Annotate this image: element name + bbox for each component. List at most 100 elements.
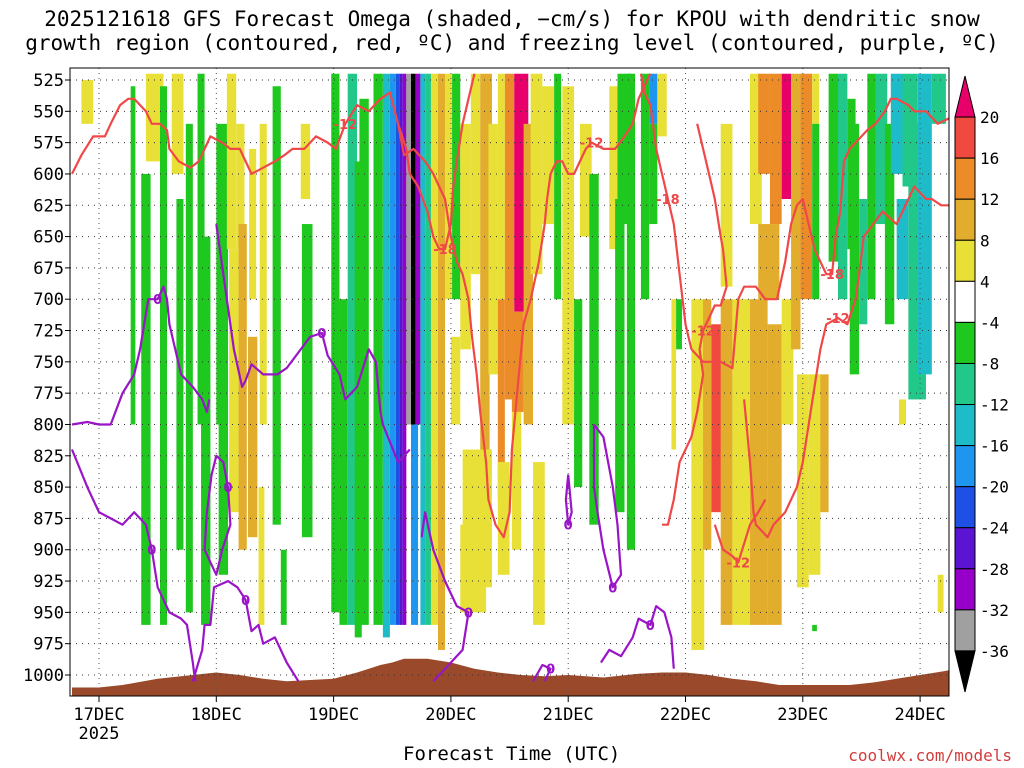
omega-cell <box>395 73 400 625</box>
colorbar-segment <box>954 198 976 241</box>
dgz-isotherm-contour-label: -18 <box>433 243 457 258</box>
omega-cell <box>781 73 792 199</box>
omega-cell <box>554 73 562 300</box>
dgz-isotherm-contour-label: -18 <box>656 193 680 208</box>
omega-cell <box>720 123 733 287</box>
credit-text: coolwx.com/models <box>848 746 1012 765</box>
colorbar-segment <box>954 239 976 282</box>
freezing-level-contour-label: 0 <box>464 606 473 621</box>
colorbar-label: 20 <box>980 108 999 127</box>
omega-cell <box>347 73 358 625</box>
omega-cell <box>812 73 820 124</box>
y-tick-label: 725 <box>33 322 64 342</box>
omega-cell <box>159 86 168 625</box>
freezing-level-contour-label: 0 <box>317 327 326 342</box>
omega-cell <box>574 299 583 488</box>
freezing-level-contour-label: 0 <box>241 594 250 609</box>
freezing-level-contour-label: 0 <box>147 544 156 559</box>
colorbar: 20 16 12 8 4 -4 -8 -12 -16 -20 -24 -28 -32 -36 <box>954 75 1009 693</box>
omega-cell <box>216 123 229 425</box>
omega-cell <box>609 86 618 250</box>
freezing-level-contour <box>71 285 211 426</box>
omega-cell <box>130 86 136 425</box>
colorbar-segment <box>954 362 976 406</box>
colorbar-segment <box>954 157 976 200</box>
omega-cell <box>800 73 813 300</box>
omega-cell <box>460 524 487 613</box>
freezing-level-contour <box>70 449 197 682</box>
colorbar-segment <box>954 75 976 118</box>
omega-cell <box>373 73 383 625</box>
dgz-isotherm-contour <box>546 73 652 200</box>
x-tick-label: 23DEC <box>777 705 828 725</box>
omega-cell <box>896 199 909 300</box>
omega-cell <box>280 549 287 625</box>
omega-cell <box>247 336 258 538</box>
omega-cell <box>859 199 868 325</box>
chart-title-line-2: growth region (contoured, red, ºC) and f… <box>25 31 999 55</box>
terrain-layer <box>72 658 949 696</box>
y-tick-label: 875 <box>33 509 64 529</box>
freezing-level-contour-label: 0 <box>546 663 555 678</box>
omega-cell <box>497 299 505 500</box>
omega-cell <box>272 86 281 525</box>
omega-cell <box>218 399 229 575</box>
omega-cell <box>141 173 151 625</box>
dgz-isotherm-contour <box>662 123 728 526</box>
x-tick-label: 22DEC <box>660 705 711 725</box>
omega-cell <box>339 299 348 625</box>
colorbar-label: 4 <box>980 272 990 291</box>
omega-cell <box>758 73 770 174</box>
dgz-isotherm-contour-label: -12 <box>826 312 850 327</box>
omega-cell <box>579 123 592 237</box>
colorbar-label: -36 <box>980 642 1009 661</box>
colorbar-label: 16 <box>980 149 999 168</box>
y-tick-label: 550 <box>33 102 64 122</box>
freezing-level-contour-label: 0 <box>564 519 573 534</box>
omega-cell <box>226 73 237 250</box>
y-axis: 525 550 575 600 625 650 675 700 725 750 775 800 825 8… <box>23 71 70 686</box>
dgz-isotherm-contour-label: -18 <box>820 268 844 283</box>
omega-cell <box>758 224 780 300</box>
omega-cell <box>711 324 724 513</box>
freezing-level-contour <box>203 454 232 576</box>
dgz-isotherm-contour <box>71 91 549 539</box>
omega-cell <box>389 73 396 625</box>
omega-cell <box>511 411 522 550</box>
omega-cell <box>676 299 682 350</box>
omega-cell <box>445 73 453 300</box>
omega-cell <box>81 80 94 124</box>
omega-cell <box>890 73 903 174</box>
colorbar-segment <box>954 486 976 529</box>
dgz-isotherm-contour-label: -12 <box>580 137 604 152</box>
omega-cell <box>411 73 416 525</box>
y-tick-label: 600 <box>33 165 64 185</box>
omega-cell <box>259 123 267 425</box>
dgz-isotherm-contour <box>639 73 693 350</box>
omega-cell <box>649 73 658 124</box>
y-tick-label: 950 <box>33 603 64 623</box>
colorbar-label: -20 <box>980 478 1009 497</box>
omega-cell <box>382 73 390 638</box>
omega-cell <box>171 73 184 174</box>
omega-cell <box>425 73 431 625</box>
y-tick-label: 925 <box>33 572 64 592</box>
chart-title-line-1: 2025121618 GFS Forecast Omega (shaded, −… <box>44 7 980 31</box>
omega-cell <box>504 73 515 400</box>
omega-cell <box>402 73 407 625</box>
omega-cell <box>452 73 461 300</box>
freezing-level-contour-label: 0 <box>224 481 233 496</box>
omega-cell <box>406 73 412 425</box>
omega-cell <box>420 73 426 625</box>
omega-cell <box>185 123 193 613</box>
x-tick-year-label: 2025 <box>79 724 120 744</box>
omega-cell <box>828 73 838 262</box>
omega-cell <box>796 374 809 588</box>
omega-shading-layer <box>81 73 946 650</box>
freezing-level-contour <box>592 423 623 589</box>
omega-cell <box>511 311 524 412</box>
dgz-isotherm-contour-label: -12 <box>334 118 358 133</box>
x-tick-label: 20DEC <box>425 705 476 725</box>
omega-cell <box>867 73 876 300</box>
omega-cell <box>470 73 481 275</box>
